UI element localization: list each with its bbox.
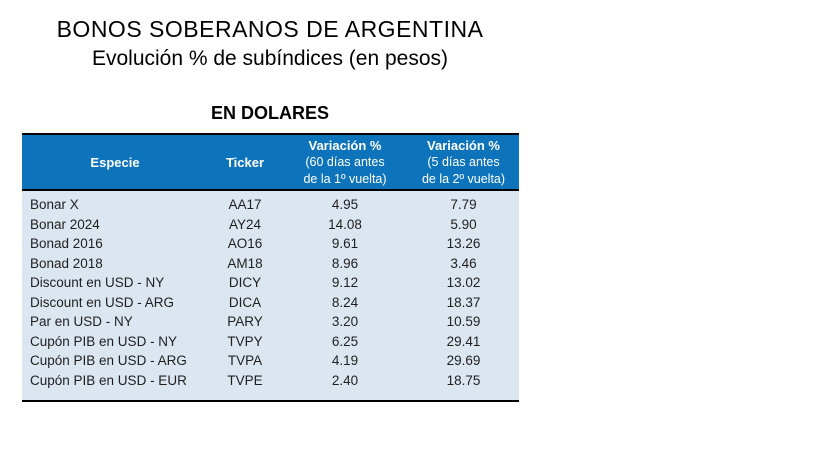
cell-variacion-60d: 9.12: [331, 275, 359, 290]
table-row: Par en USD - NY PARY 3.20 10.59: [22, 312, 519, 332]
cell-especie: Cupón PIB en USD - EUR: [30, 372, 187, 388]
cell-ticker: AM18: [227, 255, 263, 271]
cell-ticker: DICA: [228, 294, 262, 310]
cell-variacion-60d: 9.61: [331, 236, 359, 251]
cell-ticker: DICY: [228, 275, 262, 290]
column-header-ticker: Ticker: [225, 154, 265, 170]
cell-especie: Par en USD - NY: [30, 314, 133, 329]
cell-variacion-5d: 7.79: [450, 197, 477, 212]
cell-variacion-5d: 29.69: [446, 353, 481, 368]
cell-variacion-60d: 2.40: [331, 372, 359, 388]
cell-variacion-60d: 4.95: [331, 197, 359, 212]
column-header-variacion-60d-title: Variación %: [308, 137, 382, 153]
cell-especie: Bonad 2016: [30, 236, 103, 251]
bonds-table: Especie Ticker Variación % (60 días ante…: [22, 133, 519, 402]
cell-variacion-5d: 5.90: [450, 216, 477, 232]
cell-especie: Bonad 2018: [30, 255, 103, 271]
cell-especie: Bonar 2024: [30, 216, 100, 232]
table-row: Bonad 2018 AM18 8.96 3.46: [22, 254, 519, 274]
cell-ticker: AY24: [228, 216, 262, 232]
column-header-variacion-5d-title: Variación %: [427, 137, 500, 153]
cell-ticker: TVPE: [227, 372, 263, 388]
cell-variacion-5d: 13.26: [446, 236, 481, 251]
table-row: Bonar X AA17 4.95 7.79: [22, 195, 519, 215]
title-block: BONOS SOBERANOS DE ARGENTINA Evolución %…: [0, 14, 540, 74]
cell-ticker: AA17: [228, 197, 262, 212]
cell-variacion-5d: 18.37: [446, 294, 481, 310]
column-header-variacion-60d-sub2: de la 1º vuelta): [303, 171, 387, 186]
section-heading: EN DOLARES: [210, 103, 329, 123]
table-row: Discount en USD - NY DICY 9.12 13.02: [22, 273, 519, 293]
cell-variacion-60d: 8.24: [331, 294, 359, 310]
table-body: Bonar X AA17 4.95 7.79 Bonar 2024 AY24 1…: [22, 191, 519, 402]
report-subtitle: Evolución % de subíndices (en pesos): [91, 47, 449, 70]
cell-especie: Cupón PIB en USD - ARG: [30, 353, 187, 368]
cell-especie: Discount en USD - ARG: [30, 294, 175, 310]
cell-variacion-5d: 13.02: [446, 275, 481, 290]
cell-ticker: PARY: [227, 314, 263, 329]
column-header-especie: Especie: [90, 154, 140, 170]
cell-variacion-5d: 3.46: [450, 255, 477, 271]
cell-especie: Cupón PIB en USD - NY: [30, 333, 178, 349]
table-row: Cupón PIB en USD - EUR TVPE 2.40 18.75: [22, 371, 519, 391]
cell-variacion-5d: 10.59: [446, 314, 481, 329]
table-row: Cupón PIB en USD - NY TVPY 6.25 29.41: [22, 332, 519, 352]
column-header-variacion-5d-sub1: (5 días antes: [427, 154, 500, 169]
cell-variacion-5d: 18.75: [446, 372, 481, 388]
cell-ticker: TVPA: [227, 353, 263, 368]
column-header-variacion-60d-sub1: (60 días antes: [305, 154, 385, 169]
cell-variacion-60d: 8.96: [331, 255, 359, 271]
cell-especie: Bonar X: [30, 197, 79, 212]
table-row: Cupón PIB en USD - ARG TVPA 4.19 29.69: [22, 351, 519, 371]
column-header-variacion-5d-sub2: de la 2º vuelta): [421, 171, 506, 186]
cell-variacion-60d: 14.08: [328, 216, 362, 232]
cell-ticker: TVPY: [227, 333, 263, 349]
report-title: BONOS SOBERANOS DE ARGENTINA: [56, 16, 484, 42]
column-header-variacion-60d: Variación % (60 días antes de la 1º vuel…: [282, 137, 408, 188]
table-row: Discount en USD - ARG DICA 8.24 18.37: [22, 293, 519, 313]
column-header-variacion-5d: Variación % (5 días antes de la 2º vuelt…: [408, 137, 519, 188]
cell-variacion-60d: 4.19: [331, 353, 359, 368]
cell-variacion-60d: 3.20: [331, 314, 359, 329]
cell-variacion-5d: 29.41: [446, 333, 481, 349]
cell-especie: Discount en USD - NY: [30, 275, 165, 290]
cell-ticker: AO16: [227, 236, 263, 251]
cell-variacion-60d: 6.25: [331, 333, 359, 349]
table-header: Especie Ticker Variación % (60 días ante…: [22, 133, 519, 191]
table-row: Bonar 2024 AY24 14.08 5.90: [22, 215, 519, 235]
table-row: Bonad 2016 AO16 9.61 13.26: [22, 234, 519, 254]
